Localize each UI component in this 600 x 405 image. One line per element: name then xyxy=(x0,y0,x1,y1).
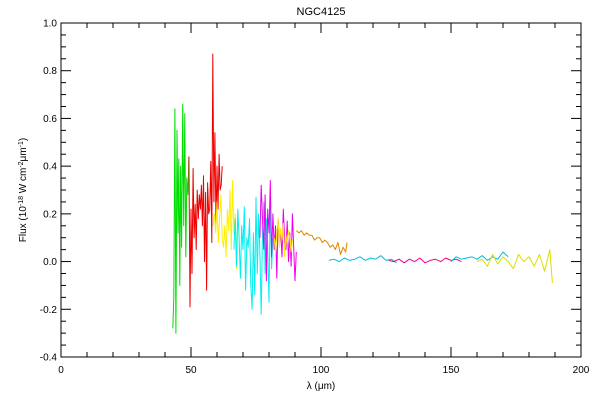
y-axis-title-exp3: -1 xyxy=(18,141,25,147)
tick-layer: 0 50 100 150 200 -0.4 -0.2 0.0 0.2 0.4 0.6 0.8 1.0 xyxy=(40,19,590,377)
y-tick-label: 0.0 xyxy=(43,257,57,268)
x-tick-label: 50 xyxy=(185,365,197,376)
y-tick-label: 0.2 xyxy=(43,209,57,220)
y-axis-title-prefix: Flux (10 xyxy=(18,206,29,243)
y-axis-title: Flux (10-18 W cm-2μm-1) xyxy=(18,138,30,242)
y-axis-title-mid: W cm xyxy=(18,168,29,196)
y-tick-label: 0.6 xyxy=(43,114,57,125)
y-tick-label: 0.4 xyxy=(43,162,57,173)
series-line-11 xyxy=(476,249,553,284)
series-line-10 xyxy=(450,251,509,262)
series-line-8 xyxy=(328,255,397,264)
y-axis-title-exp2: -2 xyxy=(18,161,25,167)
x-tick-label: 150 xyxy=(443,365,460,376)
series-line-4 xyxy=(233,194,274,315)
y-axis-title-exp1: -18 xyxy=(18,196,25,206)
y-axis-title-suffix: ) xyxy=(18,138,29,141)
x-tick-label: 100 xyxy=(313,365,330,376)
y-tick-label: -0.2 xyxy=(40,305,58,316)
x-tick-label: 0 xyxy=(58,365,64,376)
series-line-2 xyxy=(188,53,223,308)
y-tick-label: 1.0 xyxy=(43,19,57,30)
series-line-7 xyxy=(295,230,348,255)
series-layer xyxy=(172,53,553,334)
y-tick-label: 0.8 xyxy=(43,66,57,77)
chart-title: NGC4125 xyxy=(297,6,346,18)
x-tick-label: 200 xyxy=(573,365,590,376)
x-axis-title: λ (μm) xyxy=(307,381,336,392)
series-line-9 xyxy=(388,257,462,264)
y-axis-title-mid2: μm xyxy=(18,147,29,161)
y-tick-label: -0.4 xyxy=(40,353,58,364)
series-line-6 xyxy=(273,218,293,258)
series-line-1 xyxy=(172,103,190,334)
series-line-3 xyxy=(212,180,239,270)
